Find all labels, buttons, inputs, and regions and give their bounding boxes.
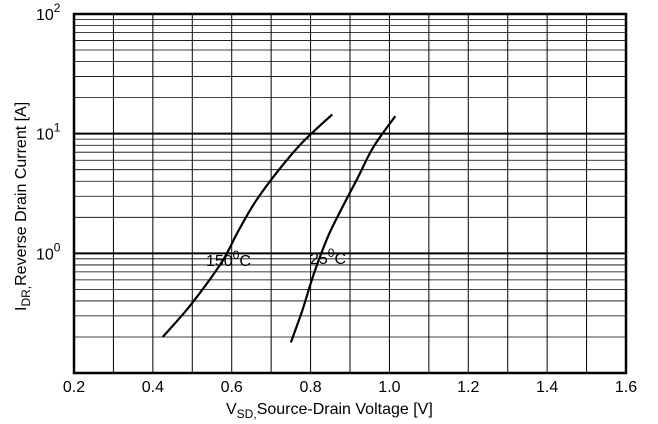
x-tick-label: 0.6 [221,379,243,396]
x-tick-label: 0.2 [63,379,85,396]
series-label-150c: 1500C [206,248,251,270]
x-tick-label: 0.8 [299,379,321,396]
series-label-25c: 250C [310,246,346,268]
y-tick-labels: 100 101 102 [36,1,61,263]
y-tick-label: 100 [36,240,61,263]
y-tick-label: 101 [36,121,61,144]
x-tick-label: 1.4 [536,379,558,396]
plot-frame [72,12,628,375]
series-150c-curve [161,113,334,338]
series-layer [161,113,397,343]
x-tick-label: 1.0 [378,379,400,396]
series-25c-curve [289,115,397,343]
minor-gridlines [74,14,626,373]
x-tick-label: 1.2 [457,379,479,396]
major-gridlines [74,132,626,255]
x-tick-labels: 0.2 0.4 0.6 0.8 1.0 1.2 1.4 1.6 [63,379,637,396]
x-tick-label: 0.4 [142,379,164,396]
x-tick-label: 1.6 [615,379,637,396]
x-axis-label: VSD,Source-Drain Voltage [V] [226,401,433,421]
y-tick-label: 102 [36,1,61,24]
y-axis-label: IDR,Reverse Drain Current [A] [13,102,33,311]
